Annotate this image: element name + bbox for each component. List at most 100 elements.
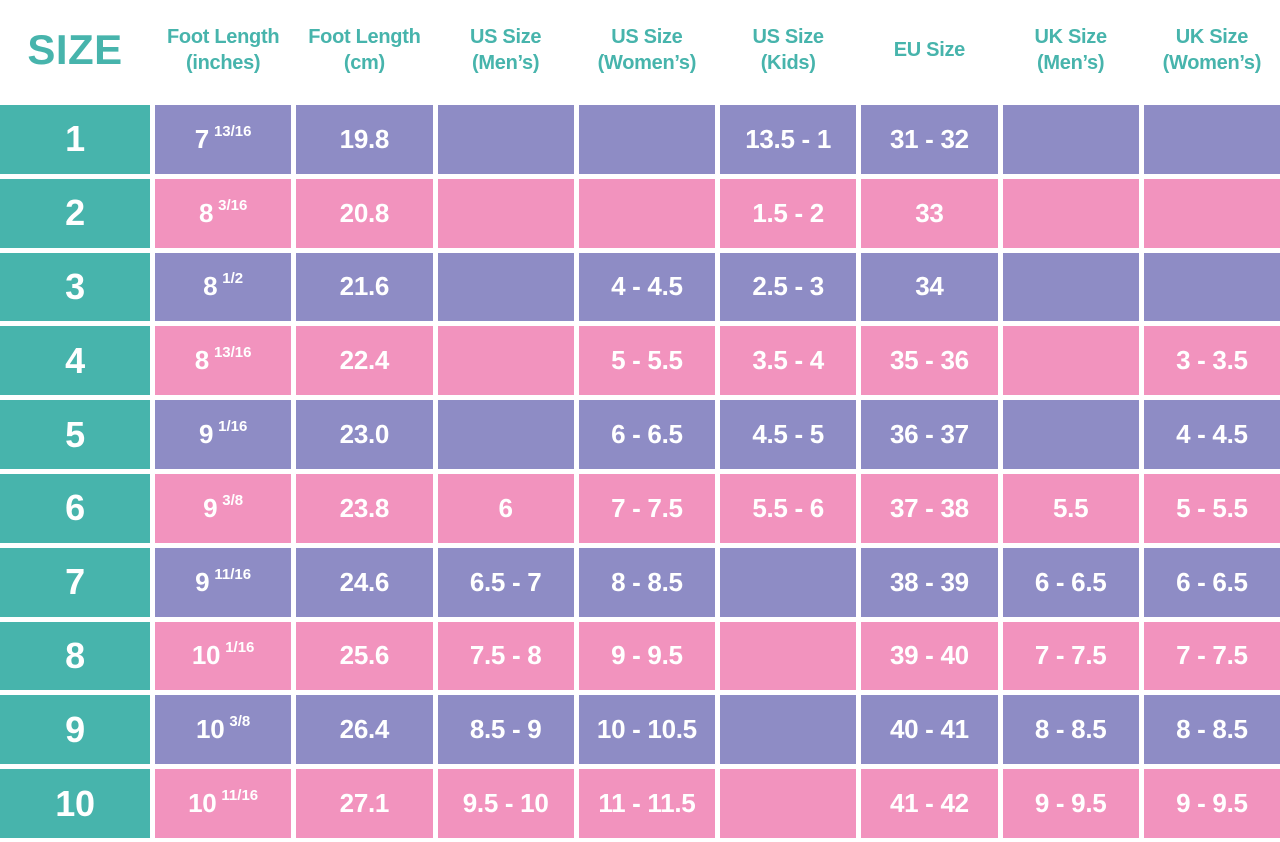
inches-fraction: 3/8 xyxy=(229,713,251,731)
header-line2: (inches) xyxy=(185,52,261,74)
cell-us-size-mens xyxy=(437,105,574,174)
cell-uk-size-womens: 9 - 9.5 xyxy=(1143,769,1280,838)
inches-whole: 9 xyxy=(195,566,210,597)
column-header-eu-size: EU Size xyxy=(861,0,998,100)
cell-uk-size-womens: 4 - 4.5 xyxy=(1143,400,1280,469)
cell-us-size-mens: 6 xyxy=(437,474,574,543)
cell-foot-length-inches: 9 3/8 xyxy=(155,474,292,543)
cell-uk-size-mens: 9 - 9.5 xyxy=(1002,769,1139,838)
cell-us-size-womens: 8 - 8.5 xyxy=(578,547,715,617)
cell-eu-size: 39 - 40 xyxy=(861,621,998,691)
cell-eu-size: 40 - 41 xyxy=(861,695,998,765)
cell-foot-length-inches: 9 11/16 xyxy=(155,547,292,617)
cell-uk-size-womens: 7 - 7.5 xyxy=(1143,621,1280,691)
cell-uk-size-mens xyxy=(1002,326,1139,396)
column-header-uk-size-mens: UK Size (Men’s) xyxy=(1002,0,1139,100)
header-line1: UK Size xyxy=(1175,26,1249,48)
cell-size: 5 xyxy=(0,400,150,469)
cell-us-size-womens: 6 - 6.5 xyxy=(578,400,715,469)
cell-us-size-mens: 9.5 - 10 xyxy=(437,769,574,838)
inches-fraction: 3/16 xyxy=(218,196,248,214)
cell-size: 8 xyxy=(0,621,150,691)
cell-size: 7 xyxy=(0,547,150,617)
inches-whole: 9 xyxy=(198,419,214,450)
column-header-foot-length-inches: Foot Length (inches) xyxy=(155,0,292,100)
cell-uk-size-womens xyxy=(1143,105,1280,174)
header-line2: (Women’s) xyxy=(597,52,697,74)
cell-uk-size-womens: 3 - 3.5 xyxy=(1143,326,1280,396)
inches-whole: 8 xyxy=(194,345,209,376)
inches-fraction: 11/16 xyxy=(221,787,259,805)
cell-uk-size-womens xyxy=(1143,178,1280,248)
cell-uk-size-womens xyxy=(1143,252,1280,322)
header-line1: Foot Length xyxy=(167,26,280,48)
inches-fraction: 11/16 xyxy=(214,565,252,583)
cell-us-size-kids: 4.5 - 5 xyxy=(720,400,857,469)
cell-us-size-kids: 5.5 - 6 xyxy=(720,474,857,543)
cell-size: 9 xyxy=(0,695,150,765)
cell-us-size-kids xyxy=(720,695,857,765)
cell-foot-length-inches: 8 1/2 xyxy=(155,252,292,322)
inches-fraction: 1/16 xyxy=(225,639,255,657)
cell-uk-size-mens: 8 - 8.5 xyxy=(1002,695,1139,765)
header-line2: (Women’s) xyxy=(1162,52,1262,74)
cell-us-size-kids xyxy=(720,769,857,838)
header-line2: (Men’s) xyxy=(472,52,540,74)
cell-eu-size: 41 - 42 xyxy=(861,769,998,838)
cell-uk-size-mens: 7 - 7.5 xyxy=(1002,621,1139,691)
header-line2: (cm) xyxy=(343,52,385,74)
cell-foot-length-cm: 23.0 xyxy=(296,400,433,469)
inches-whole: 7 xyxy=(194,123,209,154)
cell-us-size-womens: 4 - 4.5 xyxy=(578,252,715,322)
cell-foot-length-cm: 19.8 xyxy=(296,105,433,174)
inches-whole: 10 xyxy=(188,788,217,819)
cell-us-size-kids xyxy=(720,547,857,617)
cell-foot-length-cm: 22.4 xyxy=(296,326,433,396)
cell-uk-size-womens: 8 - 8.5 xyxy=(1143,695,1280,765)
inches-fraction: 1/2 xyxy=(222,270,244,288)
column-header-us-size-kids: US Size (Kids) xyxy=(720,0,857,100)
cell-foot-length-inches: 10 11/16 xyxy=(155,769,292,838)
cell-us-size-kids: 2.5 - 3 xyxy=(720,252,857,322)
cell-us-size-mens: 8.5 - 9 xyxy=(437,695,574,765)
cell-foot-length-cm: 23.8 xyxy=(296,474,433,543)
cell-uk-size-womens: 6 - 6.5 xyxy=(1143,547,1280,617)
cell-us-size-mens: 7.5 - 8 xyxy=(437,621,574,691)
cell-eu-size: 37 - 38 xyxy=(861,474,998,543)
cell-uk-size-mens xyxy=(1002,178,1139,248)
column-header-us-size-womens: US Size (Women’s) xyxy=(578,0,715,100)
header-line1: UK Size xyxy=(1034,26,1107,48)
inches-whole: 8 xyxy=(198,197,214,228)
cell-us-size-mens xyxy=(437,252,574,322)
cell-foot-length-cm: 21.6 xyxy=(296,252,433,322)
cell-us-size-womens: 5 - 5.5 xyxy=(578,326,715,396)
cell-size: 3 xyxy=(0,252,150,322)
column-header-foot-length-cm: Foot Length (cm) xyxy=(296,0,433,100)
cell-foot-length-cm: 27.1 xyxy=(296,769,433,838)
cell-us-size-womens xyxy=(578,105,715,174)
cell-us-size-womens: 7 - 7.5 xyxy=(578,474,715,543)
cell-us-size-mens xyxy=(437,178,574,248)
cell-foot-length-inches: 9 1/16 xyxy=(155,400,292,469)
cell-foot-length-inches: 10 1/16 xyxy=(155,621,292,691)
cell-eu-size: 38 - 39 xyxy=(861,547,998,617)
inches-fraction: 3/8 xyxy=(222,491,244,509)
cell-us-size-kids: 13.5 - 1 xyxy=(720,105,857,174)
column-header-us-size-mens: US Size (Men’s) xyxy=(437,0,574,100)
cell-us-size-mens: 6.5 - 7 xyxy=(437,547,574,617)
cell-eu-size: 33 xyxy=(861,178,998,248)
inches-whole: 10 xyxy=(196,714,225,745)
cell-foot-length-cm: 26.4 xyxy=(296,695,433,765)
cell-uk-size-mens xyxy=(1002,400,1139,469)
cell-foot-length-inches: 7 13/16 xyxy=(155,105,292,174)
inches-fraction: 1/16 xyxy=(218,418,248,436)
cell-us-size-womens xyxy=(578,178,715,248)
cell-eu-size: 31 - 32 xyxy=(861,105,998,174)
inches-whole: 10 xyxy=(191,640,221,671)
cell-us-size-kids: 3.5 - 4 xyxy=(720,326,857,396)
cell-us-size-kids xyxy=(720,621,857,691)
cell-us-size-womens: 11 - 11.5 xyxy=(578,769,715,838)
cell-us-size-womens: 9 - 9.5 xyxy=(578,621,715,691)
cell-uk-size-mens xyxy=(1002,252,1139,322)
